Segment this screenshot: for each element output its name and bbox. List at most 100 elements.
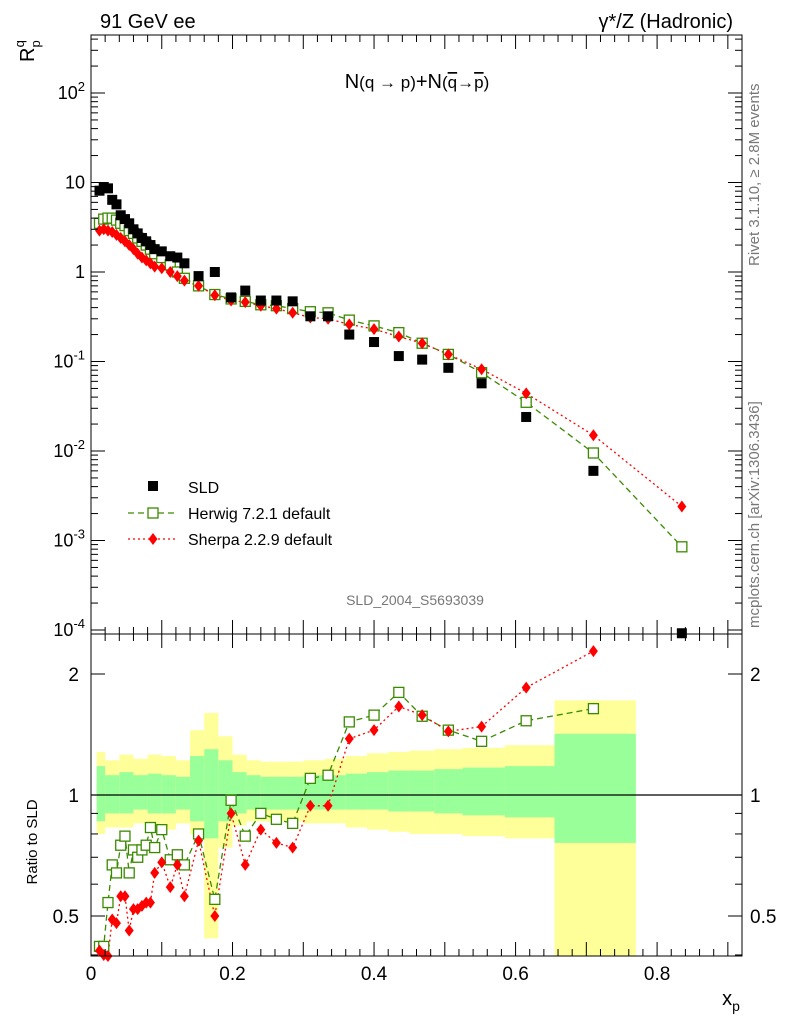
band-inner [96, 766, 106, 822]
ratio-herwig-point [144, 821, 157, 834]
legend-label: Sherpa 2.2.9 default [188, 532, 333, 549]
data-point [179, 258, 190, 269]
sherpa-point [240, 296, 250, 309]
ratio-sherpa-point [288, 841, 298, 854]
ratio-herwig-point [110, 867, 123, 879]
ratio-sherpa-point [521, 681, 531, 694]
watermark: SLD_2004_S5693039 [346, 592, 484, 608]
ratio-sherpa-point [443, 725, 453, 738]
ratio-sherpa-point [226, 807, 236, 820]
data-point [323, 311, 334, 322]
side-text-mcplots: mcplots.cern.ch [arXiv:1306.3436] [746, 401, 763, 628]
ratio-herwig-point [270, 813, 283, 825]
ratio-sherpa-point [210, 910, 220, 922]
ratio-herwig-point [123, 867, 135, 879]
data-point [124, 218, 135, 229]
ratio-sherpa-point [588, 645, 598, 658]
legend-marker-sherpa [148, 533, 158, 545]
ratio-sherpa-point [240, 858, 250, 871]
ratio-herwig-point [171, 849, 183, 861]
x-tick-label: 0.2 [219, 964, 245, 985]
header-left: 91 GeV ee [100, 11, 196, 33]
ratio-herwig-point [304, 772, 317, 785]
data-point [271, 295, 282, 306]
ratio-sherpa-point [150, 866, 160, 879]
data-point [255, 295, 266, 306]
band-inner [232, 772, 247, 814]
sherpa-point [417, 337, 427, 350]
data-point [111, 199, 122, 210]
ratio-sherpa-point [323, 799, 333, 812]
main-panel: 10-4 10-3 10-2 10-1 1 10 102 Rpq N(q → p)+N(q→… [12, 34, 743, 640]
x-tick-label: 0 [86, 964, 97, 985]
ratio-sherpa-point [394, 700, 404, 713]
sherpa-point [369, 323, 379, 336]
sherpa-point [194, 279, 204, 292]
band-inner [246, 775, 261, 810]
ratio-y-axis-label: Ratio to SLD [24, 799, 41, 884]
band-inner [366, 772, 389, 810]
ratio-sherpa-point [120, 890, 130, 903]
ratio-y-tick-label: 0.5 [53, 907, 79, 928]
ratio-sherpa-point [305, 799, 315, 812]
band-inner [119, 772, 134, 814]
ratio-herwig-point [255, 807, 267, 820]
ratio-herwig-point [225, 794, 237, 806]
sherpa-point [588, 429, 598, 442]
data-point [476, 378, 487, 389]
ratio-herwig-point [322, 769, 334, 781]
header-right: γ*/Z (Hadronic) [599, 11, 733, 33]
ratio-herwig-point [119, 830, 131, 842]
band-inner [462, 767, 505, 816]
legend-label: Herwig 7.2.1 default [188, 506, 331, 523]
ratio-sherpa-point [271, 836, 281, 849]
ratio-sherpa-point [172, 858, 182, 871]
ratio-herwig-point [368, 709, 380, 721]
ratio-herwig-point [475, 735, 488, 747]
ratio-sherpa-point [344, 732, 354, 745]
ratio-sherpa-point [369, 724, 379, 737]
legend-label: SLD [188, 480, 219, 497]
data-point [676, 628, 687, 639]
band-inner [554, 733, 636, 843]
ratio-herwig-point [209, 893, 221, 906]
ratio-herwig-point [149, 841, 161, 854]
ratio-y-tick-label: 1 [68, 786, 79, 807]
x-tick-label: 0.8 [644, 964, 670, 985]
sherpa-point [165, 266, 175, 278]
ratio-sherpa-point [111, 917, 121, 930]
ratio-sherpa-point [256, 823, 266, 836]
data-point [521, 411, 532, 422]
ratio-sherpa-point [417, 709, 427, 722]
ratio-sherpa-point [124, 924, 134, 937]
sherpa-point [179, 274, 189, 287]
y-tick-label: 10 [65, 173, 85, 193]
side-text-rivet: Rivet 3.1.10, ≥ 2.8M events [746, 84, 763, 267]
legend-marker-sld [148, 481, 158, 491]
legend-marker-herwig [147, 507, 159, 519]
data-point [443, 362, 454, 373]
band-inner [218, 760, 233, 822]
sherpa-point [477, 363, 487, 376]
data-point [149, 244, 160, 255]
herwig-point [587, 447, 600, 459]
ratio-herwig-point [587, 702, 600, 715]
sherpa-point [521, 387, 531, 400]
data-point [417, 354, 428, 365]
y-tick-label: 10-3 [53, 527, 85, 551]
legend: SLD Herwig 7.2.1 default Sherpa 2.2.9 defa… [128, 480, 333, 549]
sherpa-point [210, 289, 220, 302]
ratio-panel: 0.5 0.5 1 1 2 2 0 0.2 0.4 0.6 0.8 Ratio to SLD xp [24, 633, 776, 1014]
data-point [209, 267, 220, 277]
sherpa-point [394, 330, 404, 343]
data-point [393, 351, 404, 362]
ratio-herwig-point [239, 830, 251, 842]
band-inner [105, 775, 120, 814]
sherpa-point [677, 500, 687, 513]
sherpa-point [443, 348, 453, 361]
data-point [588, 465, 599, 476]
ratio-y-tick-label: 2 [68, 665, 79, 686]
ratio-herwig-point [343, 716, 355, 728]
ratio-herwig-point [102, 896, 114, 909]
